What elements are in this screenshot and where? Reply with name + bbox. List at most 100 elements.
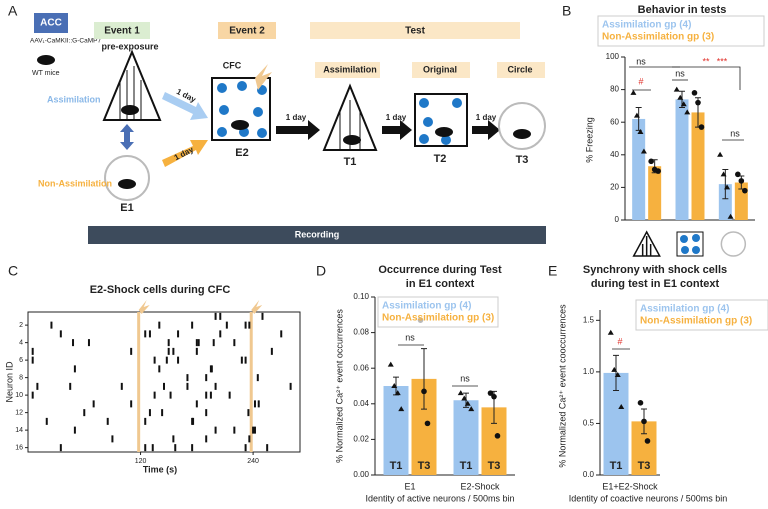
icon-dot [681, 246, 689, 254]
test: Test [405, 26, 425, 37]
error-bar [421, 348, 427, 410]
shock-line [249, 312, 253, 452]
y-tick-label: 0.02 [353, 435, 369, 444]
y-tick-label: 0.10 [353, 292, 369, 301]
event [228, 391, 231, 399]
event [174, 444, 177, 452]
x-tick-label: E2-Shock [460, 481, 500, 491]
plot-frame [27, 311, 301, 453]
y-tick-label: 0.04 [353, 399, 369, 408]
event [59, 444, 62, 452]
data-point [637, 400, 644, 406]
shock-icon [251, 300, 263, 314]
event [270, 347, 273, 355]
event [192, 417, 195, 425]
bar-label: T3 [638, 460, 651, 472]
legend-entry: Non-Assimilation gp (3) [382, 313, 494, 324]
event [148, 409, 151, 417]
data-point [611, 366, 618, 372]
event [36, 382, 39, 390]
legend-box [635, 299, 768, 331]
bar [632, 118, 646, 220]
circle-context [498, 102, 546, 150]
data-point [727, 213, 734, 219]
event [205, 374, 208, 382]
test-label: Assimilation [323, 64, 377, 74]
test-label-box [412, 62, 470, 78]
data-point [691, 90, 698, 96]
data-point [633, 112, 640, 118]
y-tick-label: 14 [15, 427, 23, 434]
icon [632, 230, 661, 257]
panel-label: D [316, 263, 326, 279]
data-point [607, 329, 614, 335]
x-tick-label: 120 [135, 458, 147, 465]
triangle-context [102, 49, 162, 121]
test-label-box [497, 62, 545, 78]
chart-title: Synchrony with shock cells [583, 264, 727, 276]
e1-circle [104, 155, 150, 201]
data-point [698, 124, 705, 130]
event [144, 330, 147, 338]
y-tick-label: 20 [610, 183, 619, 192]
bar [453, 400, 479, 475]
stage-label: T2 [434, 153, 447, 165]
event [45, 417, 48, 425]
test-label-box [315, 62, 380, 78]
legend-entry: Assimilation gp (4) [640, 304, 729, 315]
event [158, 365, 161, 373]
event2-box [218, 22, 276, 39]
legend-entry: Assimilation gp (4) [382, 301, 471, 312]
y-tick-label: 1.0 [583, 367, 595, 376]
mouse [231, 120, 249, 130]
event [73, 426, 76, 434]
event [256, 374, 259, 382]
panel-label: E [548, 263, 557, 279]
y-tick-label: 2 [19, 322, 23, 329]
day-label: 1 day [173, 145, 196, 163]
event [31, 347, 34, 355]
y-tick-label: 6 [19, 357, 23, 364]
event [83, 409, 86, 417]
annotation: ** [702, 56, 710, 66]
annotation: *** [717, 56, 728, 66]
data-point [461, 395, 468, 401]
bracket [672, 66, 741, 90]
data-point [720, 171, 727, 177]
data-point [614, 371, 621, 377]
icon-dot [692, 246, 700, 254]
annotation: ns [730, 128, 740, 138]
event [31, 391, 34, 399]
event [165, 356, 168, 364]
event [130, 347, 133, 355]
test-box [310, 22, 520, 39]
annotation: # [638, 76, 643, 86]
event [177, 330, 180, 338]
data-point [735, 171, 741, 178]
y-tick-label: 1.5 [583, 315, 595, 324]
stage-label: E2 [235, 147, 248, 159]
data-point [673, 86, 680, 92]
acc-box [34, 13, 68, 33]
event [130, 400, 133, 408]
event [248, 435, 251, 443]
arrow [162, 92, 208, 120]
event [69, 382, 72, 390]
test-label: Circle [507, 64, 532, 74]
data-point [680, 101, 687, 107]
double-arrow [120, 124, 134, 150]
event [167, 339, 170, 347]
virus: AAV₁-CaMKII::G-CaMP7 [30, 38, 101, 45]
icon [720, 231, 747, 257]
event [280, 330, 283, 338]
stage-label: E1 [120, 202, 133, 214]
data-point [630, 89, 637, 95]
event2: Event 2 [229, 26, 265, 37]
y-axis-label: % Normalized Ca²⁺ event cooccurrences [557, 304, 567, 468]
event [191, 321, 194, 329]
event [158, 321, 161, 329]
event [195, 339, 198, 347]
event [252, 426, 255, 434]
event [261, 312, 264, 320]
